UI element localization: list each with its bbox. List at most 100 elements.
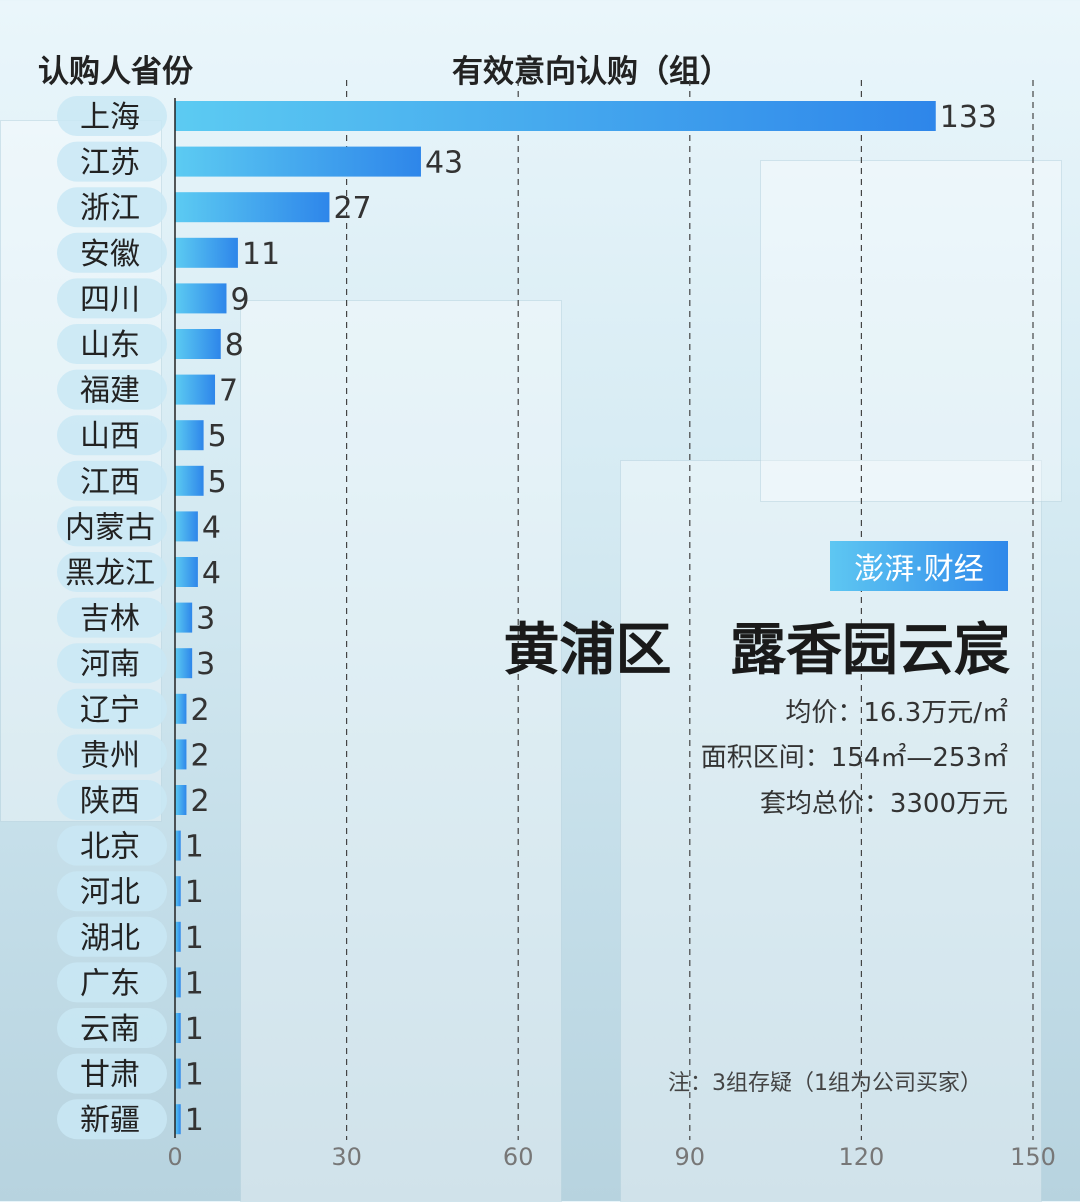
footnote: 注：3组存疑（1组为公司买家） [668,1071,982,1096]
category-label: 贵州 [80,738,140,773]
category-label: 山东 [80,328,140,363]
x-tick-label: 0 [167,1143,182,1171]
category-pill [57,734,167,775]
data-label: 1 [185,921,204,956]
category-label: 浙江 [80,191,140,226]
category-pill [57,780,167,820]
data-label: 4 [202,556,221,591]
data-label: 9 [230,282,249,317]
data-label: 11 [242,237,280,272]
category-pill [57,643,167,684]
background-building [760,160,1062,502]
data-label: 3 [196,602,215,637]
bar [175,876,181,907]
bar [175,602,193,633]
background-building [240,300,562,1202]
data-label: 133 [940,100,997,135]
category-pill [57,597,167,638]
category-label: 辽宁 [80,693,140,728]
category-pill [57,369,167,410]
data-label: 1 [185,966,204,1001]
bar [175,511,198,542]
category-pill [57,1008,167,1048]
category-pill [57,460,167,501]
category-pill [57,1099,167,1140]
category-pill [57,415,167,456]
data-label: 3 [196,647,215,682]
category-label: 内蒙古 [65,510,155,545]
category-label: 江苏 [80,146,140,181]
bar [175,1104,181,1135]
category-label: 吉林 [80,602,140,637]
chart-title: 有效意向认购（组） [452,54,731,90]
category-pill [57,916,167,957]
bar [175,1058,181,1089]
data-label: 5 [208,419,227,454]
bar [175,693,187,724]
project-title: 黄浦区 露香园云宸 [503,618,1011,683]
category-pill [57,871,167,912]
category-pill [57,1053,167,1094]
x-tick-label: 150 [1010,1143,1056,1171]
data-label: 27 [333,191,371,226]
category-pill [57,96,167,136]
category-label: 河北 [80,875,140,910]
category-pill [57,962,167,1003]
category-label: 广东 [80,966,140,1001]
category-pill [57,232,167,273]
category-pill [57,324,167,364]
x-tick-label: 120 [838,1143,884,1171]
category-label: 黑龙江 [65,556,155,591]
category-pill [57,688,167,729]
category-pill [57,506,167,547]
bar [175,557,198,587]
bar [175,785,187,815]
bar [175,192,330,223]
bar [175,465,204,496]
category-pill [57,278,167,319]
category-label: 四川 [80,282,140,317]
bar [175,830,181,861]
bar [175,648,193,679]
bar [175,921,181,952]
x-tick-label: 60 [503,1143,534,1171]
category-label: 新疆 [80,1103,140,1138]
x-tick-label: 90 [675,1143,706,1171]
bar [175,283,227,314]
category-pill [57,141,167,182]
category-label: 北京 [80,830,140,865]
data-label: 7 [219,374,238,409]
bar [175,237,238,268]
category-label: 福建 [80,374,140,409]
data-label: 2 [190,738,209,773]
bar [175,146,421,177]
category-label: 云南 [80,1012,140,1047]
data-label: 1 [185,875,204,910]
data-label: 2 [190,784,209,819]
category-label: 山西 [80,419,140,454]
avg-total-price: 套均总价：3300万元 [759,789,1008,819]
bar [175,967,181,998]
category-label: 安徽 [80,237,140,272]
area-range: 面积区间：154㎡—253㎡ [700,743,1008,773]
category-label: 陕西 [80,784,140,819]
category-pill [57,552,167,592]
y-axis-label: 认购人省份 [38,54,193,90]
data-label: 8 [225,328,244,363]
category-label: 河南 [80,647,140,682]
data-label: 1 [185,1103,204,1138]
avg-price: 均价：16.3万元/㎡ [785,698,1008,728]
category-label: 湖北 [80,921,140,956]
bar [175,420,204,451]
category-pill [57,187,167,228]
bar [175,101,936,131]
bar [175,739,187,770]
data-label: 43 [425,146,463,181]
data-label: 1 [185,830,204,865]
data-label: 4 [202,510,221,545]
data-label: 5 [208,465,227,500]
data-label: 1 [185,1058,204,1093]
thepaper-finance-logo: 澎湃·财经 [830,541,1008,591]
data-label: 1 [185,1012,204,1047]
